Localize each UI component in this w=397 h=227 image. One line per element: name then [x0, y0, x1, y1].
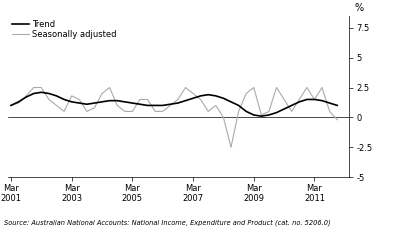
Seasonally adjusted — [24, 94, 29, 97]
Seasonally adjusted — [244, 92, 249, 95]
Seasonally adjusted — [266, 110, 271, 113]
Trend — [221, 97, 226, 100]
Trend — [9, 104, 13, 107]
Seasonally adjusted — [122, 110, 127, 113]
Seasonally adjusted — [31, 86, 36, 89]
Seasonally adjusted — [312, 98, 317, 101]
Seasonally adjusted — [304, 86, 309, 89]
Trend — [274, 111, 279, 114]
Trend — [138, 103, 143, 106]
Text: Source: Australian National Accounts: National Income, Expenditure and Product (: Source: Australian National Accounts: Na… — [4, 219, 331, 226]
Trend — [39, 91, 44, 94]
Seasonally adjusted — [229, 146, 233, 149]
Line: Seasonally adjusted: Seasonally adjusted — [11, 88, 337, 147]
Seasonally adjusted — [39, 86, 44, 89]
Trend — [259, 115, 264, 118]
Trend — [266, 114, 271, 116]
Trend — [320, 99, 324, 102]
Seasonally adjusted — [107, 86, 112, 89]
Seasonally adjusted — [77, 98, 82, 101]
Text: %: % — [355, 3, 364, 13]
Seasonally adjusted — [92, 106, 97, 109]
Trend — [16, 101, 21, 103]
Trend — [244, 110, 249, 113]
Trend — [130, 102, 135, 104]
Seasonally adjusted — [16, 102, 21, 104]
Seasonally adjusted — [206, 110, 211, 113]
Trend — [327, 102, 332, 104]
Trend — [198, 94, 203, 97]
Seasonally adjusted — [221, 116, 226, 119]
Seasonally adjusted — [115, 104, 119, 107]
Seasonally adjusted — [9, 104, 13, 107]
Trend — [297, 101, 302, 103]
Trend — [54, 94, 59, 97]
Seasonally adjusted — [289, 110, 294, 113]
Seasonally adjusted — [320, 86, 324, 89]
Trend — [229, 101, 233, 103]
Trend — [69, 101, 74, 103]
Seasonally adjusted — [236, 110, 241, 113]
Seasonally adjusted — [191, 92, 195, 95]
Trend — [46, 92, 51, 95]
Trend — [31, 92, 36, 95]
Trend — [282, 108, 287, 110]
Seasonally adjusted — [138, 98, 143, 101]
Seasonally adjusted — [198, 98, 203, 101]
Trend — [160, 104, 165, 107]
Trend — [145, 104, 150, 107]
Seasonally adjusted — [259, 114, 264, 116]
Seasonally adjusted — [168, 104, 173, 107]
Trend — [122, 101, 127, 103]
Seasonally adjusted — [282, 98, 287, 101]
Trend — [153, 104, 158, 107]
Trend — [183, 99, 188, 102]
Seasonally adjusted — [85, 110, 89, 113]
Line: Trend: Trend — [11, 92, 337, 116]
Seasonally adjusted — [335, 118, 339, 121]
Seasonally adjusted — [69, 94, 74, 97]
Trend — [304, 98, 309, 101]
Trend — [77, 102, 82, 104]
Trend — [206, 93, 211, 96]
Seasonally adjusted — [54, 104, 59, 107]
Seasonally adjusted — [214, 104, 218, 107]
Seasonally adjusted — [297, 98, 302, 101]
Seasonally adjusted — [160, 110, 165, 113]
Trend — [236, 104, 241, 107]
Trend — [92, 102, 97, 104]
Trend — [289, 104, 294, 107]
Seasonally adjusted — [62, 110, 66, 113]
Legend: Trend, Seasonally adjusted: Trend, Seasonally adjusted — [12, 20, 117, 39]
Trend — [107, 99, 112, 102]
Trend — [24, 96, 29, 99]
Trend — [115, 99, 119, 102]
Trend — [214, 94, 218, 97]
Seasonally adjusted — [183, 86, 188, 89]
Seasonally adjusted — [145, 98, 150, 101]
Trend — [85, 103, 89, 106]
Seasonally adjusted — [175, 98, 180, 101]
Seasonally adjusted — [153, 110, 158, 113]
Seasonally adjusted — [327, 110, 332, 113]
Seasonally adjusted — [46, 98, 51, 101]
Seasonally adjusted — [100, 92, 104, 95]
Seasonally adjusted — [130, 110, 135, 113]
Seasonally adjusted — [274, 86, 279, 89]
Trend — [175, 102, 180, 104]
Seasonally adjusted — [251, 86, 256, 89]
Trend — [62, 98, 66, 101]
Trend — [191, 97, 195, 100]
Trend — [312, 98, 317, 101]
Trend — [335, 104, 339, 107]
Trend — [251, 114, 256, 116]
Trend — [100, 101, 104, 103]
Trend — [168, 103, 173, 106]
